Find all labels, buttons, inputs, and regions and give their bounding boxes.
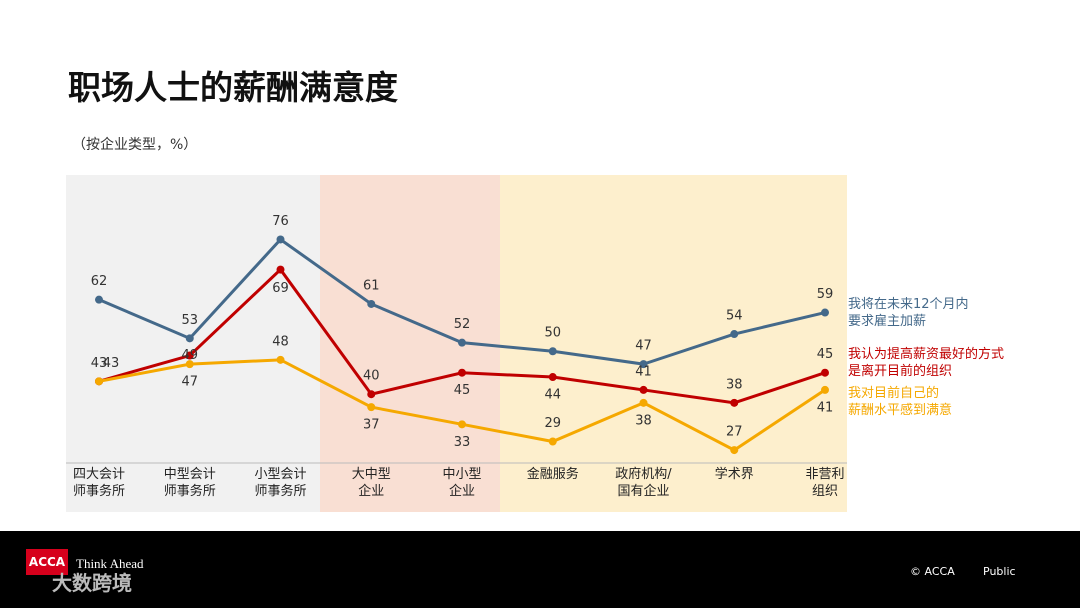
x-tick-label: 学术界: [714, 467, 754, 482]
point: [730, 330, 739, 339]
data-label: 38: [726, 377, 743, 392]
point: [730, 446, 739, 455]
legend-label: 我将在未来12个月内 要求雇主加薪: [848, 297, 969, 329]
band-other: [500, 175, 847, 512]
data-label: 27: [726, 425, 743, 440]
data-label: 61: [363, 278, 380, 293]
data-label: 52: [454, 317, 471, 332]
x-tick-label: 非营利 组织: [805, 467, 845, 499]
x-tick-label: 金融服务: [526, 467, 579, 482]
data-label: 53: [181, 313, 198, 328]
copyright: © ACCA: [910, 565, 955, 578]
x-tick-label: 中型会计 师事务所: [163, 467, 216, 499]
point: [276, 265, 285, 274]
data-label: 41: [817, 400, 834, 415]
band-accounting: [66, 175, 320, 512]
point: [185, 360, 194, 369]
point: [639, 360, 648, 369]
point: [367, 403, 376, 412]
data-label: 45: [817, 347, 834, 362]
point: [548, 437, 557, 446]
point: [185, 351, 194, 360]
footer: ACCA Think Ahead 大数跨境 © ACCA Public: [0, 531, 1080, 608]
x-tick-label: 四大会计 师事务所: [72, 467, 125, 499]
legend-label: 我认为提高薪资最好的方式 是离开目前的组织: [848, 347, 1005, 379]
data-label: 33: [454, 435, 471, 450]
data-label: 37: [363, 418, 380, 433]
data-label: 41: [635, 364, 652, 379]
point: [276, 235, 285, 244]
data-label: 43: [103, 356, 120, 371]
data-label: 29: [544, 416, 561, 431]
point: [548, 347, 557, 356]
x-tick-label: 中小型 企业: [442, 467, 482, 499]
data-label: 47: [181, 375, 198, 390]
x-tick-label: 小型会计 师事务所: [254, 467, 307, 499]
tagline: Think Ahead: [76, 556, 144, 571]
x-tick-label: 政府机构/ 国有企业: [615, 467, 672, 499]
point: [367, 299, 376, 308]
point: [548, 373, 557, 382]
point: [367, 390, 376, 399]
watermark: 大数跨境: [52, 571, 132, 595]
point: [821, 385, 829, 394]
data-label: 48: [272, 334, 289, 349]
classification: Public: [983, 565, 1016, 578]
data-label: 69: [272, 281, 289, 296]
point: [185, 334, 194, 343]
point: [95, 377, 103, 386]
subtitle: （按企业类型，%）: [72, 137, 198, 153]
data-label: 50: [544, 326, 561, 341]
data-label: 59: [817, 287, 834, 302]
point: [821, 308, 829, 317]
data-label: 38: [635, 413, 652, 428]
point: [639, 398, 648, 407]
point: [458, 420, 466, 429]
legend-label: 我对目前自己的 薪酬水平感到满意: [848, 386, 953, 418]
x-tick-label: 大中型 企业: [351, 467, 391, 499]
data-label: 62: [91, 274, 108, 289]
logo: ACCA: [26, 549, 68, 575]
point: [458, 338, 466, 347]
data-label: 43: [91, 356, 108, 371]
data-label: 45: [454, 383, 471, 398]
data-label: 76: [272, 214, 289, 229]
point: [95, 295, 103, 304]
data-label: 47: [635, 339, 652, 354]
data-label: 54: [726, 309, 743, 324]
point: [821, 368, 829, 377]
data-label: 44: [544, 388, 561, 403]
point: [639, 385, 648, 394]
title: 职场人士的薪酬满意度: [68, 68, 398, 107]
data-label: 49: [181, 348, 198, 363]
data-label: 40: [363, 369, 380, 384]
point: [458, 368, 466, 377]
point: [730, 398, 739, 407]
point: [276, 355, 285, 364]
chart: 62 53 76 61 52 50 47 54 59 43 49 69 40 45 44 41 38 45 43 47…: [66, 175, 847, 512]
